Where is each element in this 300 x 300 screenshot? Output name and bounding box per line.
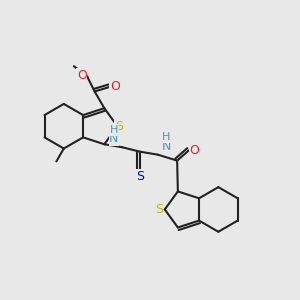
Text: O: O: [189, 144, 199, 157]
Text: H: H: [162, 132, 170, 142]
Text: S: S: [155, 203, 163, 216]
Text: N: N: [161, 140, 171, 153]
Text: S: S: [136, 169, 144, 183]
Text: O: O: [110, 80, 120, 94]
Text: O: O: [77, 69, 87, 82]
Text: N: N: [109, 132, 119, 146]
Text: H: H: [110, 125, 118, 135]
Text: S: S: [115, 120, 123, 133]
